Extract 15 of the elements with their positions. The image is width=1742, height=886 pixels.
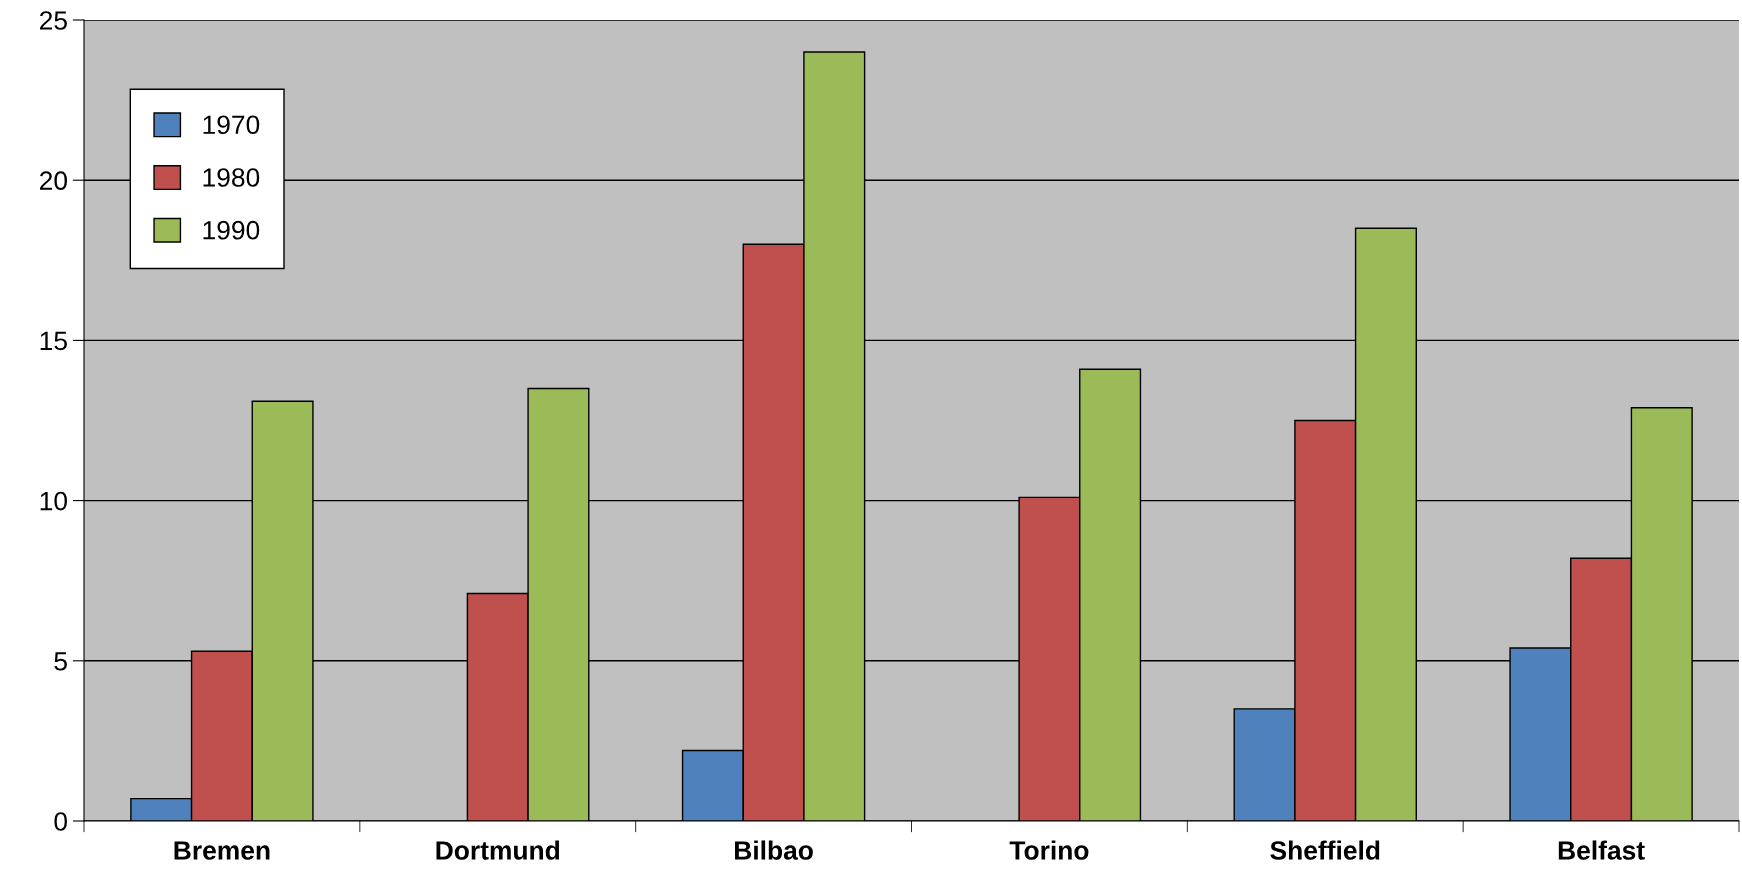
x-tick-label: Dortmund [436, 840, 560, 860]
y-tick-label: 15 [40, 331, 67, 351]
legend-label: 1980 [203, 168, 260, 187]
y-tick-label: 10 [40, 491, 67, 511]
x-tick-label: Torino [1009, 840, 1089, 860]
y-tick-label: 0 [54, 812, 67, 831]
y-tick-label: 25 [40, 11, 67, 30]
y-tick-label: 20 [40, 171, 67, 191]
x-tick-label: Bilbao [735, 840, 813, 860]
legend-label: 1990 [203, 220, 260, 240]
x-tick-label: Belfast [1558, 840, 1645, 860]
x-tick-label: Sheffield [1270, 840, 1380, 860]
legend-label: 1970 [203, 115, 260, 135]
y-tick-label: 5 [54, 652, 67, 671]
x-tick-label: Bremen [174, 841, 270, 860]
